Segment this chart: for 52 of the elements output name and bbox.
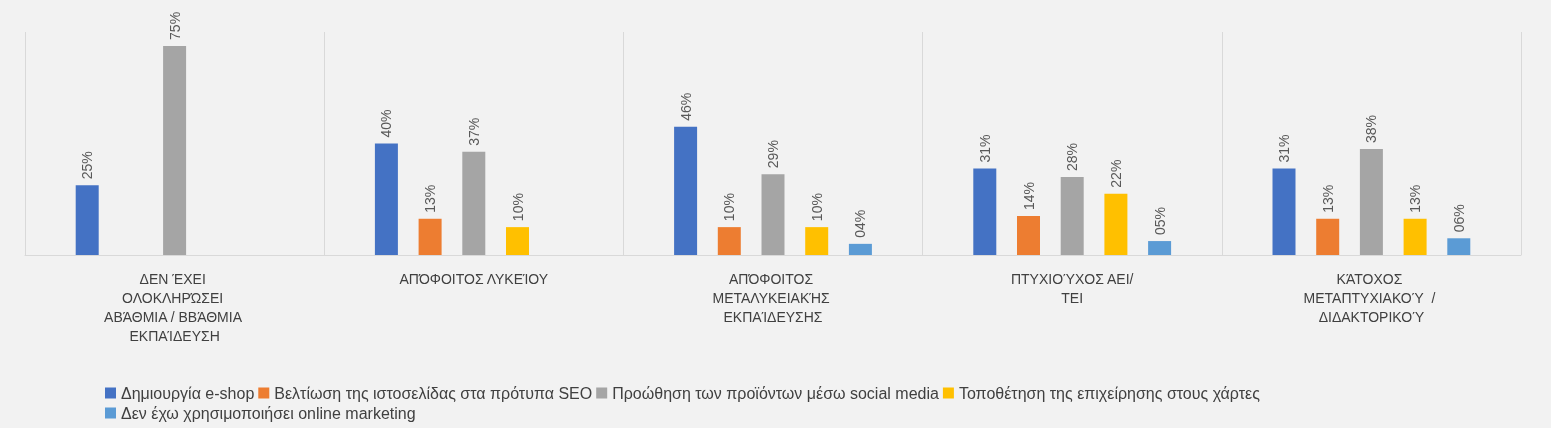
bar [1060, 176, 1084, 255]
bar [973, 168, 997, 255]
bar [374, 143, 398, 255]
data-label: 13% [1407, 184, 1424, 213]
bar [761, 174, 785, 255]
data-label: 29% [765, 140, 781, 169]
legend-label: Προώθηση των προϊόντων μέσω social media [612, 384, 939, 402]
x-tick-label: ΔΕΝ ΈΧΕΙ ΟΛΟΚΛΗΡΏΣΕΙ ΑΒΆΘΜΙΑ / ΒΒΆΘΜΙΑ ΕΚΠΑΊΔΕΥΣΗ [104, 270, 246, 344]
bar [717, 227, 741, 255]
x-tick-label: ΑΠΌΦΟΙΤΟΣ ΛΥΚΕΊΟΥ [399, 270, 549, 287]
bar [75, 185, 99, 255]
data-label: 14% [1020, 181, 1037, 210]
data-label: 05% [1151, 207, 1168, 236]
data-label: 10% [721, 193, 738, 222]
bar [848, 243, 872, 255]
data-label: 10% [808, 193, 825, 222]
data-label: 37% [465, 117, 482, 146]
bar [1403, 218, 1427, 255]
data-label: 28% [1064, 142, 1081, 171]
data-label: 40% [378, 109, 395, 138]
data-label: 46% [677, 92, 694, 121]
data-label: 75% [166, 11, 183, 40]
legend-label: Δημιουργία e-shop [121, 384, 255, 402]
bar [1104, 193, 1128, 255]
data-label: 22% [1107, 159, 1124, 188]
bar [1272, 168, 1296, 255]
bar [506, 227, 529, 255]
data-label: 31% [976, 134, 993, 163]
data-label: 04% [852, 209, 869, 238]
bar [1359, 149, 1383, 255]
x-tick-label: ΚΆΤΟΧΟΣ ΜΕΤΑΠΤΥΧΙΑΚΟΎ / ΔΙΔΑΚΤΟΡΙΚΟΎ [1303, 270, 1440, 325]
bar [418, 218, 442, 255]
bar [1447, 238, 1471, 255]
bar [674, 126, 698, 255]
data-label: 13% [1319, 184, 1336, 213]
data-label: 25% [79, 151, 96, 180]
data-label: 13% [422, 184, 439, 213]
data-label: 10% [509, 193, 526, 222]
bar [1148, 241, 1172, 255]
data-label: 31% [1276, 134, 1292, 163]
legend-label: Τοποθέτηση της επιχείρησης στους χάρτες [958, 384, 1261, 402]
legend-label: Δεν έχω χρησιμοποιήσει online marketing [121, 404, 416, 422]
x-tick-label: ΠΤΥΧΙΟΎΧΟΣ ΑΕΙ/ΤΕΙ [1010, 270, 1134, 306]
bar [163, 45, 187, 255]
x-tick-label: ΑΠΌΦΟΙΤΟΣ ΜΕΤΑΛΥΚΕΙΑΚΉΣ ΕΚΠΑΊΔΕΥΣΗΣ [712, 270, 834, 325]
bar [1316, 218, 1340, 255]
bar [1017, 215, 1040, 255]
data-label: 38% [1363, 115, 1380, 144]
data-label: 06% [1450, 204, 1467, 233]
bar [805, 227, 829, 255]
bar [462, 151, 486, 255]
legend-label: Βελτίωση της ιστοσελίδας στα πρότυπα SEO [274, 384, 593, 402]
